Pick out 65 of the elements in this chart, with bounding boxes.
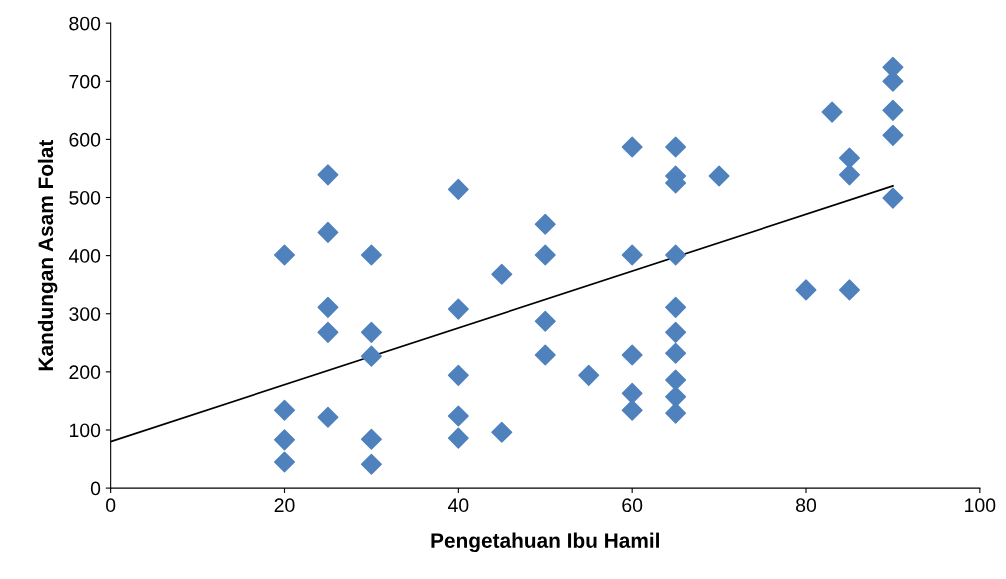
point [665, 369, 687, 391]
y-tick-label: 400 [68, 249, 101, 263]
point [882, 99, 904, 121]
point [665, 321, 687, 343]
point [447, 364, 469, 386]
x-tick-label: 20 [274, 498, 295, 513]
y-axis-title: Kandungan Asam Folat [37, 139, 58, 371]
point [882, 124, 904, 146]
point [317, 296, 339, 318]
point [360, 321, 382, 343]
x-tick-label: 80 [796, 498, 817, 513]
point [882, 187, 904, 209]
point [360, 428, 382, 450]
point [665, 296, 687, 318]
point [360, 345, 382, 367]
point [447, 298, 469, 320]
point [578, 364, 600, 386]
y-tick-label: 100 [69, 423, 101, 438]
point [665, 386, 687, 408]
point [360, 244, 382, 266]
point [273, 429, 296, 451]
point [317, 321, 339, 343]
point [491, 263, 513, 285]
point [795, 279, 817, 301]
point [534, 213, 556, 235]
point [273, 399, 296, 421]
point [621, 344, 643, 366]
x-axis-title: Pengetahuan Ibu Hamil [431, 532, 659, 553]
point [621, 136, 643, 158]
point [621, 382, 643, 404]
point [665, 402, 687, 424]
point [447, 178, 469, 200]
point [273, 451, 296, 473]
point [665, 244, 687, 266]
point [273, 244, 296, 266]
point [838, 164, 860, 186]
point [534, 344, 556, 366]
point [621, 244, 643, 266]
x-tick-label: 60 [622, 498, 643, 513]
y-tick-label: 600 [69, 132, 101, 147]
point [317, 221, 339, 243]
y-tick-label: 200 [69, 365, 101, 380]
point [360, 453, 382, 475]
point [621, 399, 643, 421]
point [491, 421, 513, 443]
point [838, 279, 860, 301]
y-tick-label: 800 [69, 16, 101, 31]
point [665, 342, 687, 364]
point [665, 136, 687, 158]
x-tick-label: 40 [447, 498, 469, 513]
point [317, 406, 339, 428]
point [708, 165, 730, 187]
point [838, 147, 860, 169]
point [821, 101, 843, 123]
point [447, 405, 469, 427]
y-tick-label: 300 [69, 307, 101, 321]
point [534, 310, 556, 332]
y-tick-label: 0 [90, 481, 101, 496]
x-tick-label: 0 [106, 498, 116, 513]
point [534, 244, 556, 266]
y-tick-label: 700 [69, 74, 101, 89]
point [447, 427, 469, 449]
point [317, 164, 339, 186]
x-tick-label: 100 [965, 498, 996, 513]
y-tick-label: 500 [69, 190, 101, 205]
